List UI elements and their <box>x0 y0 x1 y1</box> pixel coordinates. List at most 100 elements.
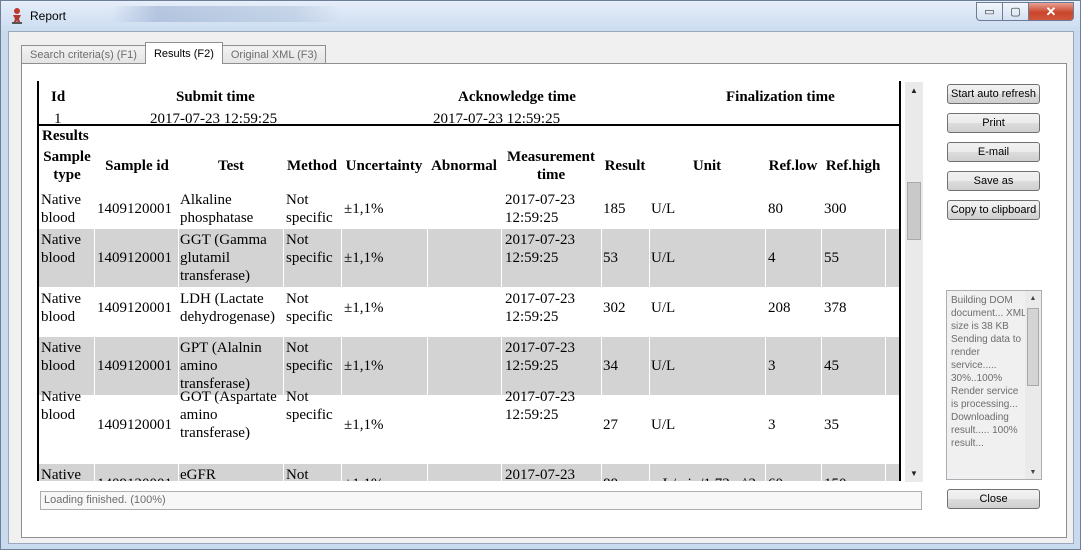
render-log-text: Building DOM document... XML size is 38 … <box>951 295 1027 449</box>
cell-result: 185 <box>603 201 626 217</box>
cell-ref-low: 208 <box>768 300 791 316</box>
close-button[interactable]: Close <box>947 489 1040 509</box>
email-button[interactable]: E-mail <box>947 142 1040 162</box>
report-scrollbar[interactable]: ▲ ▼ <box>905 82 923 482</box>
cell-method: Not specific <box>286 232 333 266</box>
cell-result: 88 <box>603 475 651 481</box>
col-test: Test <box>217 158 245 174</box>
column-separator <box>765 464 766 481</box>
arrow-down-icon[interactable]: ▼ <box>1029 468 1037 476</box>
cell-result: 34 <box>603 358 618 374</box>
col-method: Method <box>287 158 337 174</box>
column-separator <box>601 229 602 287</box>
col-sample-type: Sample type <box>43 149 91 183</box>
save-as-button[interactable]: Save as <box>947 171 1040 191</box>
col-ref-low: Ref.low <box>768 158 818 174</box>
cell-sample-type: Native blood <box>41 340 81 374</box>
cell-ref-low: 60 <box>768 475 824 481</box>
report-view[interactable]: Id Submit time Acknowledge time Finaliza… <box>37 81 901 481</box>
cell-unit: U/L <box>651 358 676 374</box>
column-separator <box>341 464 342 481</box>
column-separator <box>601 464 602 481</box>
column-separator <box>427 337 428 395</box>
cell-uncertainty: ±1,1% <box>344 475 430 481</box>
column-separator <box>821 337 822 395</box>
summary-submit-value: 2017-07-23 12:59:25 <box>150 111 278 127</box>
cell-ref-high: 300 <box>824 201 847 217</box>
cell-unit: U/L <box>651 201 676 217</box>
minimize-button[interactable]: ▭ <box>976 2 1003 21</box>
column-separator <box>178 337 179 395</box>
tab-search-criteria[interactable]: Search criteria(s) (F1) <box>21 45 146 64</box>
col-abnormal: Abnormal <box>431 158 497 174</box>
scrollbar-thumb[interactable] <box>907 182 921 240</box>
client-area: Search criteria(s) (F1) Results (F2) Ori… <box>8 31 1074 544</box>
cell-test: GGT (Gamma glutamil transferase) <box>180 232 267 284</box>
cell-method: Not specific <box>286 389 333 423</box>
cell-result: 53 <box>603 250 618 266</box>
arrow-down-icon[interactable]: ▼ <box>910 469 918 478</box>
tab-strip: Search criteria(s) (F1) Results (F2) Ori… <box>21 42 327 64</box>
column-separator <box>283 464 284 481</box>
cell-result: 27 <box>603 417 618 433</box>
cell-sample-id: 1409120001 <box>97 201 172 217</box>
copy-to-clipboard-button[interactable]: Copy to clipboard <box>947 200 1040 220</box>
arrow-up-icon[interactable]: ▲ <box>910 86 918 95</box>
column-separator <box>427 464 428 481</box>
cell-ref-high: 35 <box>824 417 839 433</box>
cell-unit: U/L <box>651 300 676 316</box>
cell-sample-id: 1409120001 <box>97 417 172 433</box>
column-separator <box>341 337 342 395</box>
cell-method: Not specific <box>286 291 333 325</box>
cell-method: Not specific <box>286 340 333 374</box>
table-row: Native blood 1409120001 LDH (Lactate dehyd… <box>39 288 899 328</box>
summary-divider <box>39 124 899 126</box>
table-row: Native blood 1409120001 GOT (Aspartate ami… <box>39 386 899 464</box>
cell-unit: U/L <box>651 417 676 433</box>
log-scrollbar[interactable]: ▲ ▼ <box>1025 291 1041 479</box>
cell-ref-low: 80 <box>768 201 783 217</box>
column-separator <box>501 229 502 287</box>
window-controls: ▭ ▢ ✕ <box>976 2 1074 21</box>
column-separator <box>283 337 284 395</box>
cell-uncertainty: ±1,1% <box>344 417 384 433</box>
cell-time: 2017-07-23 12:59:25 <box>505 192 575 226</box>
column-separator <box>341 229 342 287</box>
column-separator <box>885 229 886 287</box>
print-button[interactable]: Print <box>947 113 1040 133</box>
tab-results[interactable]: Results (F2) <box>144 42 223 64</box>
cell-ref-high: 45 <box>824 358 839 374</box>
column-separator <box>885 464 886 481</box>
arrow-up-icon[interactable]: ▲ <box>1029 294 1037 302</box>
app-figure-icon <box>12 8 22 24</box>
tab-original-xml[interactable]: Original XML (F3) <box>221 45 327 64</box>
maximize-button[interactable]: ▢ <box>1003 2 1029 21</box>
close-window-button[interactable]: ✕ <box>1029 2 1074 21</box>
summary-header-submit: Submit time <box>176 89 255 105</box>
cell-ref-low: 3 <box>768 417 776 433</box>
cell-time: 2017-07-23 12:59:25 <box>505 232 575 266</box>
start-auto-refresh-button[interactable]: Start auto refresh <box>947 84 1040 104</box>
table-row: Native blood 1409120001 GGT (Gamma glutami… <box>39 229 899 287</box>
cell-sample-id: 1409120001 <box>97 358 172 374</box>
log-scrollbar-thumb[interactable] <box>1027 308 1039 386</box>
cell-ref-high: 55 <box>824 250 839 266</box>
cell-sample-type: Native blood <box>41 192 81 226</box>
column-separator <box>94 229 95 287</box>
title-bar[interactable]: Report ▭ ▢ ✕ <box>1 1 1080 31</box>
cell-sample-type: Native <box>41 467 81 481</box>
cell-method: Not specific <box>286 192 333 226</box>
cell-sample-id: 1409120001 <box>97 250 172 266</box>
cell-uncertainty: ±1,1% <box>344 300 384 316</box>
cell-test: GOT (Aspartate amino transferase) <box>180 389 277 441</box>
loading-status: Loading finished. (100%) <box>40 491 922 510</box>
column-separator <box>601 337 602 395</box>
render-log[interactable]: Building DOM document... XML size is 38 … <box>946 290 1042 480</box>
cell-time: 2017-07-23 <box>505 467 575 481</box>
col-measurement-time: Measurement time <box>506 149 596 183</box>
col-uncertainty: Uncertainty <box>345 158 423 174</box>
summary-header-id: Id <box>51 89 66 105</box>
cell-unit: mL/min/1.73m^2 <box>651 475 769 481</box>
cell-uncertainty: ±1,1% <box>344 201 384 217</box>
